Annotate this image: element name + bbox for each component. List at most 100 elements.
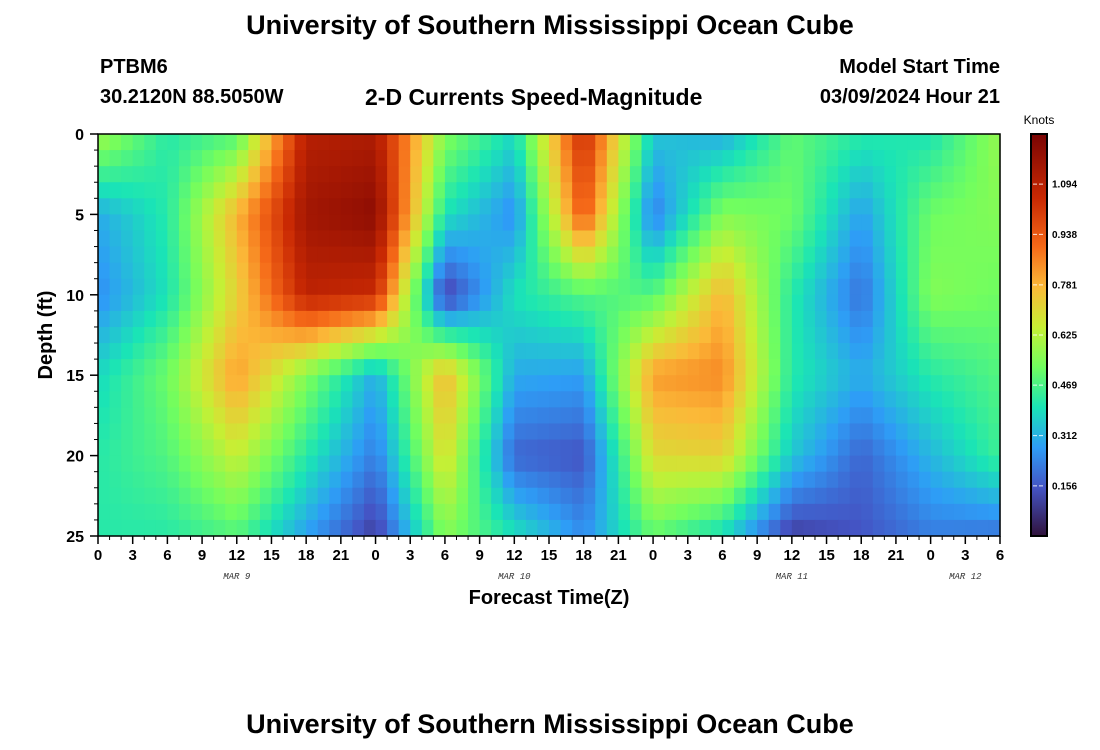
heatmap-cell	[294, 487, 307, 505]
heatmap-cell	[444, 375, 458, 392]
heatmap-cell	[109, 246, 122, 264]
heatmap-cell	[549, 391, 562, 408]
heatmap-cell	[895, 278, 909, 296]
heatmap-cell	[283, 150, 296, 167]
heatmap-cell	[849, 359, 862, 376]
heatmap-cell	[976, 198, 990, 215]
heatmap-cell	[884, 310, 897, 328]
heatmap-cell	[502, 182, 515, 199]
heatmap-cell	[410, 455, 423, 473]
heatmap-cell	[953, 134, 966, 151]
heatmap-cell	[803, 343, 816, 360]
heatmap-cell	[294, 359, 307, 376]
heatmap-cell	[919, 310, 932, 328]
heatmap-cell	[930, 134, 943, 151]
heatmap-cell	[363, 326, 377, 344]
heatmap-cell	[641, 182, 654, 199]
heatmap-cell	[317, 294, 330, 312]
heatmap-cell	[988, 407, 1001, 425]
heatmap-cell	[930, 343, 943, 360]
heatmap-cell	[710, 391, 724, 408]
heatmap-cell	[653, 278, 666, 296]
heatmap-cell	[734, 439, 747, 457]
heatmap-cell	[178, 214, 192, 232]
heatmap-cell	[98, 391, 111, 408]
heatmap-cell	[329, 198, 342, 215]
heatmap-cell	[549, 262, 562, 280]
heatmap-cell	[942, 423, 955, 441]
heatmap-cell	[340, 294, 354, 312]
heatmap-cell	[676, 326, 689, 344]
heatmap-cell	[178, 423, 192, 441]
heatmap-cell	[722, 359, 735, 376]
heatmap-cell	[375, 455, 388, 473]
heatmap-cell	[491, 198, 504, 215]
heatmap-cell	[676, 359, 689, 376]
heatmap-cell	[525, 182, 539, 199]
heatmap-cell	[595, 439, 608, 457]
heatmap-cell	[306, 198, 319, 215]
heatmap-cell	[363, 359, 377, 376]
heatmap-cell	[676, 278, 689, 296]
heatmap-cell	[468, 310, 481, 328]
heatmap-cell	[838, 182, 851, 199]
heatmap-cell	[745, 182, 758, 199]
heatmap-cell	[387, 134, 400, 151]
heatmap-cell	[410, 471, 423, 489]
heatmap-cell	[838, 407, 851, 425]
heatmap-cell	[225, 455, 238, 473]
heatmap-cell	[294, 375, 307, 392]
heatmap-cell	[838, 134, 851, 151]
x-axis: 0 3 6 9 12 15 18 21 0 3 6 9 12 15 18 21 0 3 6 9 12 15 18 21 0 3 6M…	[94, 536, 1004, 582]
heatmap-cell	[456, 262, 469, 280]
station-coords: 30.2120N 88.5050W	[100, 86, 284, 108]
heatmap-cell	[699, 423, 712, 441]
heatmap-cell	[259, 310, 273, 328]
heatmap-cell	[629, 423, 643, 441]
heatmap-cell	[317, 310, 330, 328]
heatmap-cell	[664, 310, 677, 328]
heatmap-cell	[132, 519, 145, 537]
heatmap-cell	[768, 294, 781, 312]
heatmap-cell	[352, 150, 365, 167]
heatmap-cell	[294, 326, 307, 344]
heatmap-cell	[629, 326, 643, 344]
heatmap-cell	[722, 246, 735, 264]
heatmap-cell	[976, 407, 990, 425]
heatmap-cell	[861, 262, 874, 280]
heatmap-cell	[757, 503, 770, 521]
heatmap-cell	[606, 359, 619, 376]
heatmap-cell	[444, 359, 458, 376]
heatmap-cell	[109, 455, 122, 473]
heatmap-cell	[976, 439, 990, 457]
heatmap-cell	[629, 391, 643, 408]
heatmap-cell	[838, 519, 851, 537]
heatmap-cell	[988, 487, 1001, 505]
heatmap-cell	[421, 214, 434, 232]
heatmap-cell	[144, 343, 157, 360]
heatmap-cell	[595, 375, 608, 392]
heatmap-cell	[722, 326, 735, 344]
heatmap-cell	[109, 471, 122, 489]
heatmap-cell	[953, 198, 966, 215]
heatmap-cell	[155, 310, 168, 328]
heatmap-cell	[757, 375, 770, 392]
heatmap-cell	[861, 439, 874, 457]
heatmap-cell	[919, 519, 932, 537]
heatmap-cell	[872, 214, 885, 232]
heatmap-cell	[375, 278, 388, 296]
heatmap-cell	[629, 214, 643, 232]
heatmap-cell	[525, 326, 539, 344]
heatmap-cell	[595, 262, 608, 280]
heatmap-cell	[780, 182, 793, 199]
heatmap-cell	[444, 150, 458, 167]
heatmap-cell	[259, 519, 273, 537]
heatmap-cell	[687, 519, 700, 537]
heatmap-cell	[907, 150, 920, 167]
heatmap-cell	[572, 326, 585, 344]
heatmap-cell	[641, 487, 654, 505]
heatmap-cell	[722, 375, 735, 392]
heatmap-cell	[861, 294, 874, 312]
heatmap-cell	[375, 198, 388, 215]
